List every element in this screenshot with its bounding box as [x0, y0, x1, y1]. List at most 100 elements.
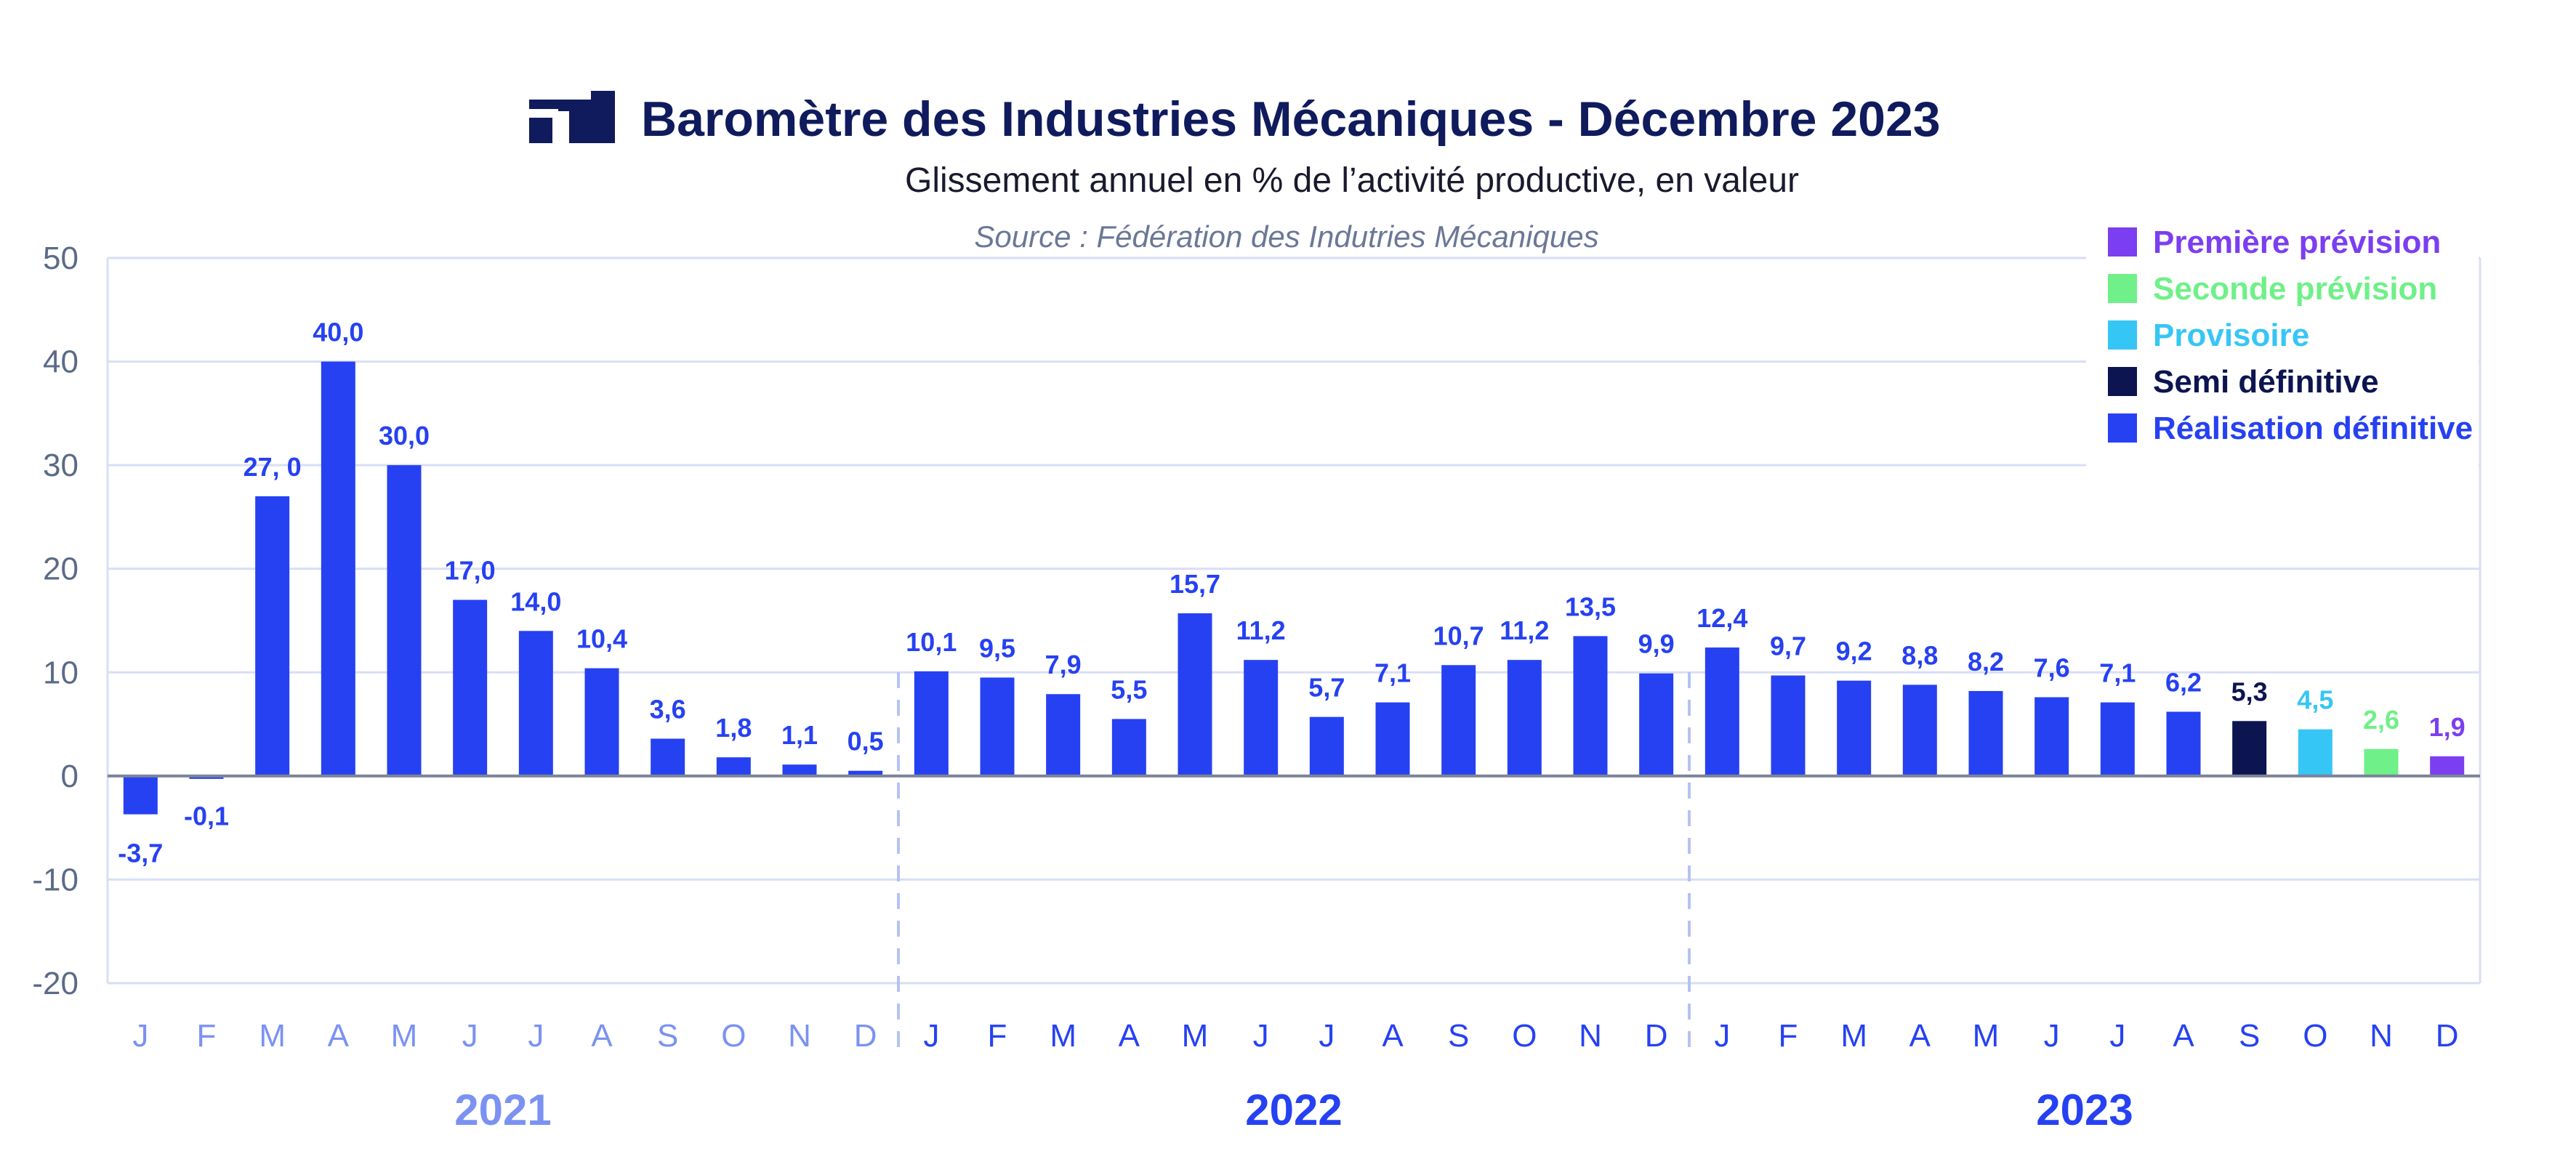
- data-labels: -3,7 -0,1 27, 0 40,0 30,0 17,0 14,0 10,4 3,6 1,8 1…: [118, 318, 2465, 868]
- data-label: 5,7: [1308, 673, 1345, 703]
- bar: [1704, 647, 1739, 776]
- bar: [2430, 756, 2465, 776]
- bar: [914, 671, 949, 776]
- x-tick-label: S: [1448, 1018, 1469, 1054]
- bar: [1639, 673, 1674, 776]
- legend-swatch: [2108, 274, 2137, 303]
- x-tick-label: M: [1050, 1018, 1076, 1054]
- x-tick-label: F: [988, 1018, 1007, 1054]
- legend-label: Provisoire: [2153, 318, 2309, 353]
- bar: [1309, 716, 1344, 776]
- x-tick-label: M: [391, 1018, 418, 1054]
- data-label: 17,0: [445, 555, 496, 585]
- x-tick-label: J: [923, 1018, 939, 1054]
- data-label: 14,0: [510, 586, 561, 616]
- data-label: 30,0: [379, 421, 430, 451]
- bar: [2298, 729, 2333, 776]
- data-label: 10,1: [906, 627, 957, 657]
- x-tick-label: N: [1579, 1018, 1602, 1054]
- legend-swatch: [2108, 320, 2137, 350]
- data-label: 6,2: [2165, 667, 2202, 697]
- chart-header: Baromètre des Industries Mécaniques - Dé…: [529, 91, 1941, 254]
- bar: [651, 738, 685, 776]
- data-label: 5,5: [1111, 674, 1147, 704]
- chart-source: Source : Fédération des Indutries Mécani…: [974, 219, 1598, 254]
- axes: -20 -10 0 10 20 30 40 50 J F M A M J J A S O N D J F M A M J J A S O N…: [32, 241, 2458, 1134]
- bar: [1178, 613, 1212, 776]
- x-tick-label: M: [1182, 1018, 1209, 1054]
- data-label: 13,5: [1565, 591, 1616, 621]
- data-label: 40,0: [313, 318, 363, 347]
- bar: [255, 496, 290, 776]
- legend-swatch: [2108, 227, 2137, 257]
- data-label: 1,9: [2429, 712, 2466, 742]
- data-label: 8,2: [1968, 647, 2004, 677]
- x-tick-label: M: [1840, 1018, 1867, 1054]
- x-tick-label: N: [2370, 1018, 2393, 1054]
- data-label: 1,8: [715, 713, 752, 743]
- y-tick-label: -10: [32, 862, 79, 897]
- bar: [2166, 711, 2201, 776]
- x-tick-label: A: [591, 1018, 613, 1054]
- bar: [848, 770, 883, 776]
- bar: [321, 361, 355, 776]
- legend-label: Réalisation définitive: [2153, 411, 2473, 446]
- y-tick-label: 30: [43, 448, 79, 483]
- x-tick-label: J: [2044, 1018, 2060, 1054]
- data-label: -3,7: [118, 839, 163, 868]
- x-tick-label: J: [1714, 1018, 1730, 1054]
- data-label: 2,6: [2363, 705, 2399, 735]
- legend-swatch: [2108, 367, 2137, 396]
- bar: [1573, 636, 1608, 776]
- year-label: 2022: [1245, 1086, 1342, 1134]
- x-tick-label: J: [132, 1018, 148, 1054]
- y-tick-label: 50: [43, 241, 79, 276]
- x-tick-label: M: [259, 1018, 286, 1054]
- chart-subtitle: Glissement annuel en % de l’activité pro…: [905, 161, 1799, 200]
- year-label: 2023: [2036, 1086, 2133, 1134]
- data-label: 10,7: [1433, 621, 1484, 650]
- x-tick-label: A: [1119, 1018, 1140, 1054]
- x-tick-label: S: [2239, 1018, 2260, 1054]
- data-label: 9,9: [1638, 629, 1675, 659]
- data-label: 10,4: [576, 624, 627, 654]
- y-tick-label: 20: [43, 552, 79, 587]
- year-label: 2021: [454, 1086, 551, 1134]
- x-tick-label: J: [2109, 1018, 2125, 1054]
- bar: [2232, 721, 2267, 776]
- data-label: 3,6: [650, 695, 686, 724]
- x-tick-label: A: [328, 1018, 350, 1054]
- x-tick-label: F: [197, 1018, 217, 1054]
- bar: [2034, 697, 2069, 776]
- y-tick-label: -20: [32, 966, 79, 1001]
- bar: [453, 599, 488, 776]
- data-label: 7,1: [1374, 658, 1411, 688]
- data-label: 11,2: [1500, 615, 1549, 645]
- x-tick-label: J: [1253, 1018, 1269, 1054]
- bar: [387, 465, 422, 776]
- chart-title: Baromètre des Industries Mécaniques - Dé…: [641, 92, 1941, 147]
- legend-label: Seconde prévision: [2153, 271, 2437, 307]
- data-label: 5,3: [2231, 677, 2268, 706]
- bar: [1771, 675, 1806, 776]
- bar: [980, 677, 1015, 776]
- bar: [2100, 702, 2135, 776]
- y-tick-label: 40: [43, 344, 79, 380]
- data-label: 9,5: [979, 633, 1015, 663]
- x-tick-label: O: [1512, 1018, 1537, 1054]
- bar: [1375, 702, 1410, 776]
- x-tick-label: O: [2303, 1018, 2327, 1054]
- data-label: 15,7: [1170, 569, 1220, 599]
- bar: [584, 668, 619, 776]
- data-label: 9,7: [1770, 631, 1806, 661]
- data-label: 7,1: [2099, 658, 2136, 688]
- x-tick-label: A: [1909, 1018, 1931, 1054]
- x-tick-label: A: [2173, 1018, 2194, 1054]
- bar: [1441, 665, 1476, 776]
- x-tick-label: J: [462, 1018, 478, 1054]
- x-tick-label: M: [1973, 1018, 2000, 1054]
- data-label: 9,2: [1836, 637, 1872, 666]
- data-label: 0,5: [848, 727, 884, 756]
- x-tick-label: O: [721, 1018, 746, 1054]
